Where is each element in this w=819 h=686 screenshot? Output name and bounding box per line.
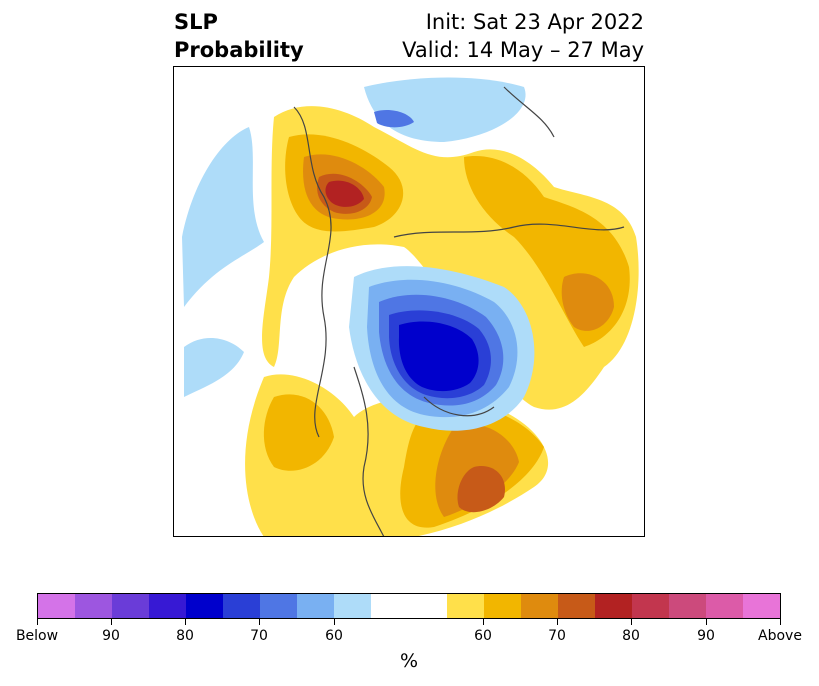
colorbar-unit: %	[399, 650, 419, 672]
region-below-60-north	[364, 77, 526, 142]
colorbar-tick	[631, 619, 632, 625]
colorbar-tick-label: 60	[325, 628, 343, 644]
region-below-60-pacific	[182, 127, 264, 307]
colorbar-segment-4	[186, 594, 224, 618]
colorbar-tick-label: 80	[176, 628, 194, 644]
colorbar-segment-9	[371, 594, 447, 618]
colorbar-tick	[483, 619, 484, 625]
colorbar-tick	[185, 619, 186, 625]
region-above-70-atlantic	[263, 394, 334, 471]
region-below-60-west	[184, 337, 244, 397]
region-below-peak-arctic	[398, 321, 479, 392]
region-below-70-north	[374, 110, 414, 128]
colorbar-segment-6	[260, 594, 298, 618]
map-title: SLP Probability	[174, 8, 304, 64]
colorbar-segment-3	[149, 594, 187, 618]
colorbar-segment-8	[334, 594, 372, 618]
colorbar-tick-label: 80	[622, 628, 640, 644]
region-above-80-siberia	[561, 273, 614, 331]
colorbar-tick-label: 90	[102, 628, 120, 644]
colorbar-segment-2	[112, 594, 150, 618]
colorbar-segment-15	[631, 594, 669, 618]
coastlines	[293, 86, 625, 536]
colorbar-segment-18	[742, 594, 780, 618]
probability-colorbar	[37, 593, 781, 619]
region-above-90-east	[457, 466, 505, 513]
colorbar-segment-13	[557, 594, 595, 618]
colorbar-segment-11	[483, 594, 521, 618]
colorbar-tick-label: 90	[697, 628, 715, 644]
map-canvas	[182, 77, 639, 536]
colorbar-tick-label: 70	[250, 628, 268, 644]
colorbar-segment-0	[38, 594, 76, 618]
colorbar-segment-1	[75, 594, 113, 618]
colorbar-segment-5	[223, 594, 261, 618]
title-line-2: Probability	[174, 38, 304, 62]
init-date: Init: Sat 23 Apr 2022	[425, 10, 644, 34]
colorbar-tick	[780, 619, 781, 625]
colorbar-tick-label: 70	[548, 628, 566, 644]
valid-range: Valid: 14 May – 27 May	[402, 38, 644, 62]
colorbar-tick	[706, 619, 707, 625]
colorbar-tick-label: Above	[758, 628, 802, 644]
probability-map	[173, 66, 645, 537]
colorbar-segment-14	[594, 594, 632, 618]
colorbar-tick-label: 60	[474, 628, 492, 644]
region-above-peak-europe	[325, 180, 364, 207]
colorbar-tick	[334, 619, 335, 625]
colorbar-segment-12	[520, 594, 558, 618]
colorbar-segment-10	[446, 594, 484, 618]
colorbar-segment-17	[705, 594, 743, 618]
colorbar-tick	[557, 619, 558, 625]
colorbar-tick	[37, 619, 38, 625]
colorbar-tick	[259, 619, 260, 625]
colorbar-segment-7	[297, 594, 335, 618]
colorbar-tick	[111, 619, 112, 625]
title-line-1: SLP	[174, 10, 218, 34]
colorbar-tick-label: Below	[15, 628, 59, 644]
date-info: Init: Sat 23 Apr 2022 Valid: 14 May – 27…	[402, 8, 644, 64]
colorbar-segment-16	[668, 594, 706, 618]
